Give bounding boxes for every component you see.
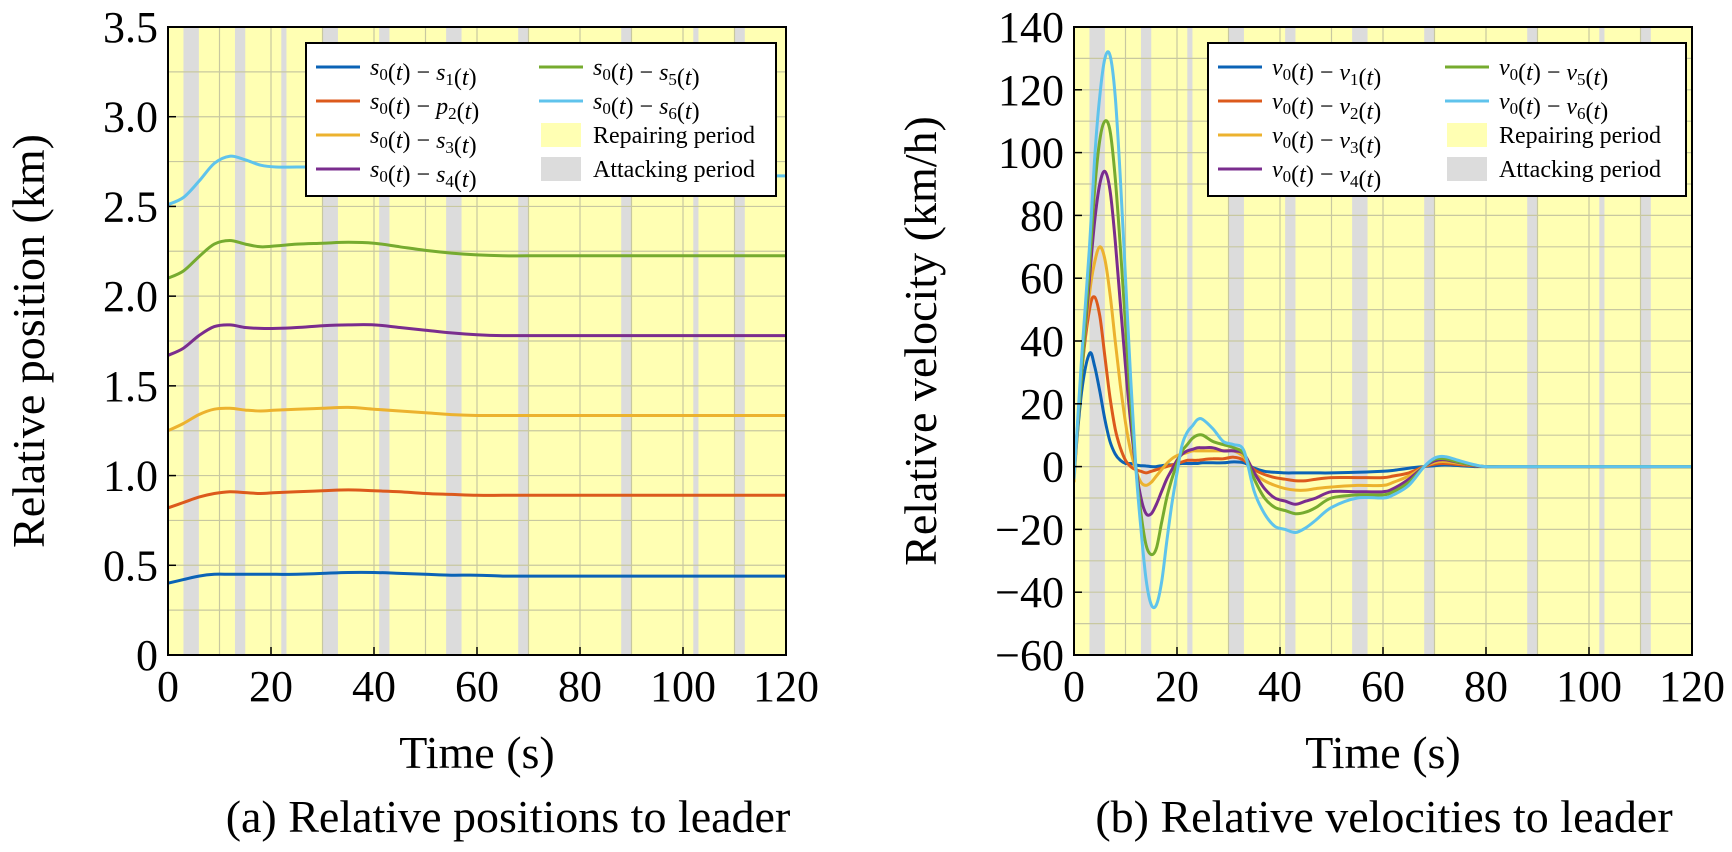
y-tick-label: 3.0: [103, 93, 158, 142]
legend-swatch: [541, 157, 581, 181]
x-tick-label: 100: [1556, 662, 1622, 711]
x-tick-labels: 0 20 40 60 80 100 120: [157, 647, 819, 711]
series-line-s1: [1074, 351, 1692, 475]
y-tick-label: 2.5: [103, 182, 158, 231]
y-tick-label: 0: [136, 631, 158, 680]
legend-label: Attacking period: [593, 157, 755, 183]
legend-swatch: [541, 123, 581, 147]
legend-label: v0(t) − v1(t): [1272, 55, 1381, 91]
x-tick-label: 120: [753, 662, 819, 711]
legend-entry: s0(t) − s5(t): [539, 55, 700, 91]
series-line-s4: [168, 323, 786, 357]
legend: v0(t) − v1(t)v0(t) − v2(t)v0(t) − v3(t)v…: [1207, 42, 1687, 197]
series-lines: [168, 154, 786, 585]
x-axis-label: Time (s): [399, 727, 555, 778]
legend-entry: Attacking period: [541, 157, 755, 183]
legend-entry: s0(t) − s1(t): [316, 55, 477, 91]
legend-label: v0(t) − v4(t): [1272, 157, 1381, 193]
y-tick-label: 0: [1042, 443, 1064, 492]
legend-entry: v0(t) − v3(t): [1218, 123, 1381, 159]
legend-entry: v0(t) − v4(t): [1218, 157, 1381, 193]
x-tick-label: 80: [558, 662, 602, 711]
panel-relative-velocities: 0 20 40 60 80 100 120 −60 −40 −20 0 20 40 60 80 100 120…: [895, 3, 1725, 842]
x-tick-label: 40: [1258, 662, 1302, 711]
x-tick-label: 80: [1464, 662, 1508, 711]
y-tick-labels: 0 0.5 1.0 1.5 2.0 2.5 3.0 3.5: [103, 3, 176, 680]
y-tick-label: 3.5: [103, 3, 158, 52]
legend-entry: v0(t) − v5(t): [1445, 55, 1608, 91]
y-tick-labels: −60 −40 −20 0 20 40 60 80 100 120 140: [995, 3, 1082, 680]
y-tick-label: 80: [1020, 191, 1064, 240]
legend-swatch: [1447, 123, 1487, 147]
y-tick-label: −20: [995, 505, 1064, 554]
y-tick-label: 120: [998, 66, 1064, 115]
y-tick-label: 1.5: [103, 362, 158, 411]
legend-entry: s0(t) − s6(t): [539, 89, 700, 125]
x-tick-labels: 0 20 40 60 80 100 120: [1063, 647, 1725, 711]
series-line-s5: [1074, 119, 1692, 557]
series-line-s3: [1074, 245, 1692, 492]
y-tick-label: 100: [998, 129, 1064, 178]
series-line-s5: [168, 239, 786, 280]
y-tick-label: 0.5: [103, 541, 158, 590]
x-tick-label: 0: [157, 662, 179, 711]
series-line-s1: [168, 570, 786, 585]
legend-swatch: [1447, 157, 1487, 181]
legend-entry: Attacking period: [1447, 157, 1661, 183]
y-tick-label: 140: [998, 3, 1064, 52]
y-tick-label: −40: [995, 568, 1064, 617]
legend-entry: Repairing period: [1447, 123, 1661, 149]
legend-label: v0(t) − v5(t): [1499, 55, 1608, 91]
legend-entry: v0(t) − v6(t): [1445, 89, 1608, 125]
legend-label: Repairing period: [1499, 123, 1661, 149]
legend-label: v0(t) − v6(t): [1499, 89, 1608, 125]
legend-entry: v0(t) − v1(t): [1218, 55, 1381, 91]
y-axis-label: Relative velocity (km/h): [895, 116, 946, 566]
series-line-s2: [168, 488, 786, 510]
panel-caption: (b) Relative velocities to leader: [1095, 791, 1672, 842]
legend-label: v0(t) − v3(t): [1272, 123, 1381, 159]
legend-label: s0(t) − s4(t): [370, 157, 477, 193]
series-line-s6: [1074, 50, 1692, 610]
series-lines: [1074, 50, 1692, 610]
x-tick-label: 100: [650, 662, 716, 711]
x-tick-label: 40: [352, 662, 396, 711]
legend-label: s0(t) − s1(t): [370, 55, 477, 91]
series-line-s3: [168, 405, 786, 433]
legend-entry: s0(t) − p2(t): [316, 89, 479, 125]
x-tick-label: 20: [1155, 662, 1199, 711]
x-tick-label: 60: [455, 662, 499, 711]
legend-label: s0(t) − p2(t): [370, 89, 479, 125]
y-axis-label: Relative position (km): [3, 134, 54, 548]
y-tick-label: 40: [1020, 317, 1064, 366]
y-tick-label: −60: [995, 631, 1064, 680]
legend: s0(t) − s1(t)s0(t) − p2(t)s0(t) − s3(t)s…: [305, 42, 777, 197]
x-tick-label: 20: [249, 662, 293, 711]
grid-lines: [1073, 26, 1693, 656]
legend-label: s0(t) − s3(t): [370, 123, 477, 159]
x-tick-label: 60: [1361, 662, 1405, 711]
x-tick-label: 120: [1659, 662, 1725, 711]
panel-relative-positions: 0 20 40 60 80 100 120 0 0.5 1.0 1.5 2.0 2.5 3.0 3.5 T…: [3, 3, 819, 842]
x-axis-label: Time (s): [1305, 727, 1461, 778]
panel-caption: (a) Relative positions to leader: [226, 791, 791, 842]
legend-label: s0(t) − s6(t): [593, 89, 700, 125]
legend-entry: s0(t) − s3(t): [316, 123, 477, 159]
x-tick-label: 0: [1063, 662, 1085, 711]
y-tick-label: 2.0: [103, 272, 158, 321]
legend-entry: s0(t) − s4(t): [316, 157, 477, 193]
y-tick-label: 20: [1020, 380, 1064, 429]
legend-label: Repairing period: [593, 123, 755, 149]
series-line-s2: [1074, 295, 1692, 483]
legend-entry: v0(t) − v2(t): [1218, 89, 1381, 125]
y-tick-label: 1.0: [103, 452, 158, 501]
legend-entry: Repairing period: [541, 123, 755, 149]
y-tick-label: 60: [1020, 254, 1064, 303]
legend-label: v0(t) − v2(t): [1272, 89, 1381, 125]
legend-label: s0(t) − s5(t): [593, 55, 700, 91]
legend-label: Attacking period: [1499, 157, 1661, 183]
